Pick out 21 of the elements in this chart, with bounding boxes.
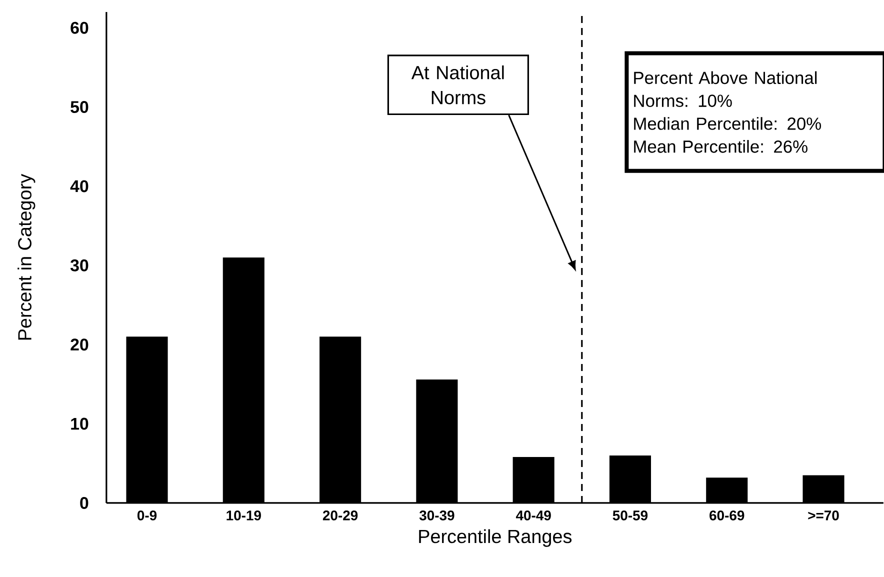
annotation: Percent Above National Norms: 10% <box>634 71 817 107</box>
y-tick-label: 50 <box>70 101 88 114</box>
x-tick-label: 50-59 <box>612 510 648 520</box>
y-tick-label: 30 <box>70 259 88 272</box>
y-tick-label: 60 <box>70 22 88 34</box>
x-tick-label: 60-69 <box>710 510 744 520</box>
x-tick-label: 40-49 <box>516 510 551 520</box>
x-tick-label: 20-29 <box>322 510 358 520</box>
x-tick-label: 0-9 <box>137 510 157 520</box>
y-tick-label: 10 <box>71 418 88 430</box>
y-axis-title: Percent in Category <box>18 174 36 340</box>
y-tick-label: 20 <box>70 338 88 351</box>
annotation: Median Percentile: 20% <box>634 117 822 130</box>
x-axis-title: Percentile Ranges <box>419 529 572 547</box>
y-tick-label: 40 <box>70 180 88 192</box>
x-tick-label: >=70 <box>808 510 839 520</box>
y-tick-label: 0 <box>80 496 88 509</box>
annotation: Mean Percentile: 26% <box>634 140 808 153</box>
annotation: At National Norms <box>411 65 504 104</box>
x-tick-label: 30-39 <box>419 510 454 520</box>
x-tick-label: 10-19 <box>226 510 261 520</box>
